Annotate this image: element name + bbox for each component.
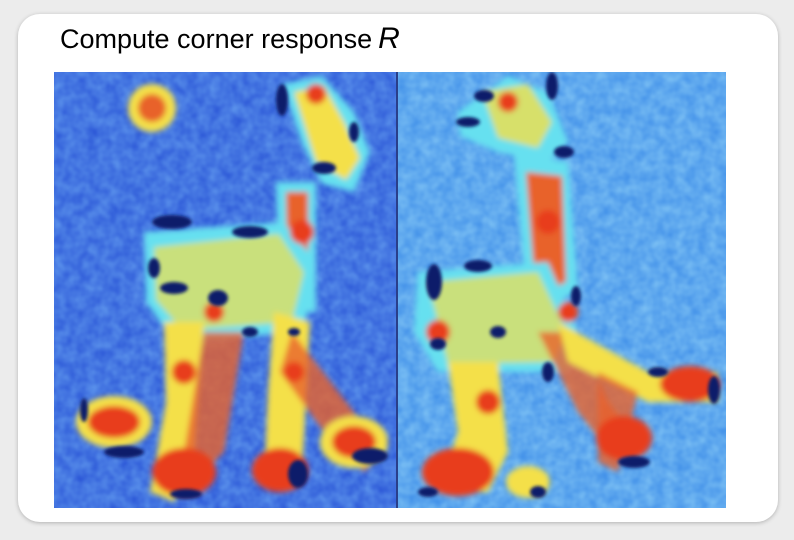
giraffe-body-left — [76, 76, 388, 502]
panel-divider — [396, 72, 398, 508]
negative-edges-right — [418, 72, 720, 498]
slide-title: Compute corner response R — [60, 22, 400, 56]
left-response-svg — [54, 72, 396, 508]
title-variable: R — [378, 22, 400, 55]
negative-edges-left — [80, 84, 388, 499]
right-response-svg — [398, 72, 726, 508]
left-response-map — [54, 72, 396, 508]
giraffe-body-right — [414, 76, 720, 498]
title-text: Compute corner response — [60, 24, 373, 54]
right-response-map — [398, 72, 726, 508]
